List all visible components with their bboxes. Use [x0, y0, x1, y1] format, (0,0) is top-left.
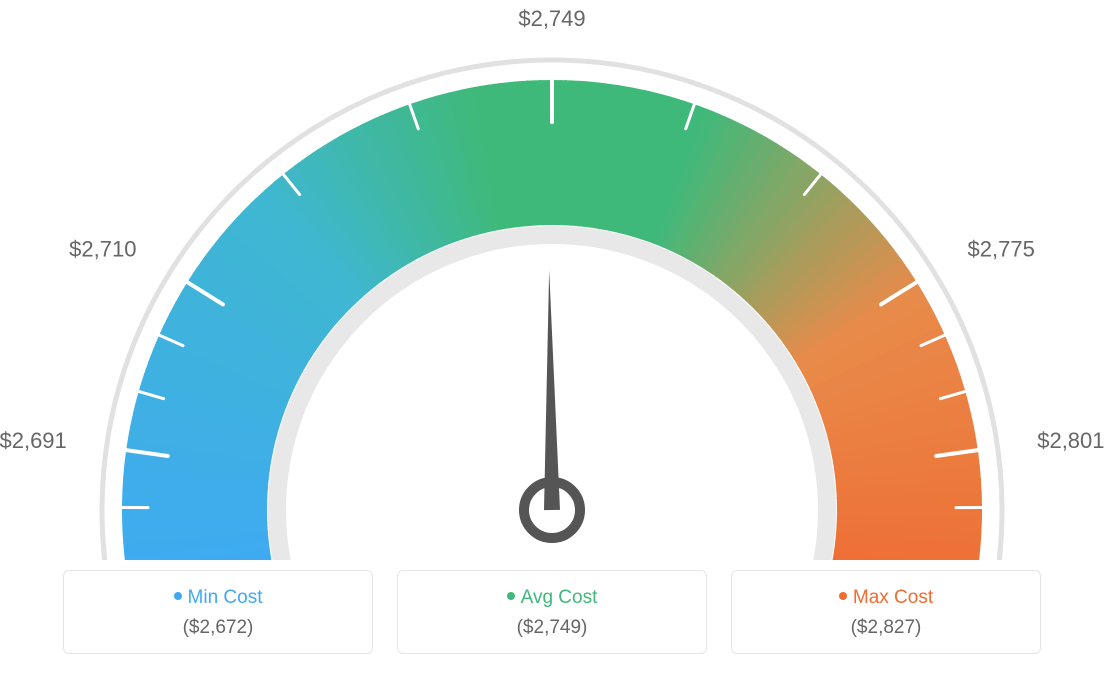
gauge-chart: $2,672$2,691$2,710$2,749$2,775$2,801$2,8…	[0, 0, 1104, 560]
legend-value-avg: ($2,749)	[408, 617, 696, 639]
svg-text:$2,749: $2,749	[518, 6, 585, 31]
svg-text:$2,710: $2,710	[69, 236, 136, 261]
dot-icon	[839, 592, 847, 600]
legend-label-text: Avg Cost	[521, 587, 598, 608]
legend-label-min: Min Cost	[74, 587, 362, 609]
legend-label-max: Max Cost	[742, 587, 1030, 609]
svg-text:$2,801: $2,801	[1037, 428, 1104, 453]
legend-row: Min Cost ($2,672) Avg Cost ($2,749) Max …	[0, 570, 1104, 654]
legend-card-max: Max Cost ($2,827)	[731, 570, 1041, 654]
svg-text:$2,775: $2,775	[968, 236, 1035, 261]
dot-icon	[507, 592, 515, 600]
legend-label-text: Max Cost	[853, 587, 933, 608]
dot-icon	[174, 592, 182, 600]
legend-value-max: ($2,827)	[742, 617, 1030, 639]
legend-card-min: Min Cost ($2,672)	[63, 570, 373, 654]
legend-value-min: ($2,672)	[74, 617, 362, 639]
svg-text:$2,691: $2,691	[0, 428, 67, 453]
gauge-svg: $2,672$2,691$2,710$2,749$2,775$2,801$2,8…	[0, 0, 1104, 560]
legend-card-avg: Avg Cost ($2,749)	[397, 570, 707, 654]
legend-label-text: Min Cost	[188, 587, 263, 608]
legend-label-avg: Avg Cost	[408, 587, 696, 609]
